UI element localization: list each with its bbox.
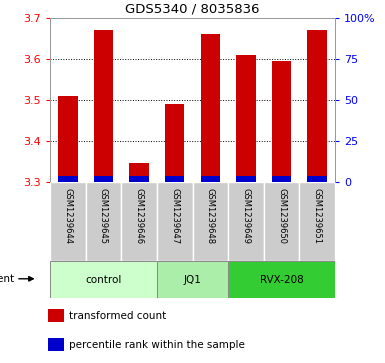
Bar [129, 163, 149, 182]
Text: GSM1239646: GSM1239646 [135, 188, 144, 244]
Title: GDS5340 / 8035836: GDS5340 / 8035836 [125, 3, 260, 16]
Bar [50, 261, 157, 298]
Text: RVX-208: RVX-208 [259, 274, 303, 285]
Bar [48, 338, 64, 351]
Text: GSM1239650: GSM1239650 [277, 188, 286, 244]
Bar [192, 182, 228, 261]
Bar [58, 96, 78, 182]
Bar [94, 176, 113, 182]
Text: GSM1239651: GSM1239651 [313, 188, 321, 244]
Bar [165, 104, 184, 182]
Text: GSM1239645: GSM1239645 [99, 188, 108, 244]
Bar [201, 34, 220, 182]
Bar [272, 176, 291, 182]
Text: GSM1239644: GSM1239644 [64, 188, 72, 244]
Text: GSM1239649: GSM1239649 [241, 188, 250, 244]
Bar [228, 261, 335, 298]
Bar [236, 176, 256, 182]
Text: agent: agent [0, 274, 14, 284]
Bar [121, 182, 157, 261]
Bar [165, 176, 184, 182]
Text: JQ1: JQ1 [184, 274, 201, 285]
Bar [157, 182, 192, 261]
Bar [94, 30, 113, 181]
Bar [236, 55, 256, 182]
Text: control: control [85, 274, 122, 285]
Bar [129, 176, 149, 182]
Bar [264, 182, 300, 261]
Text: GSM1239647: GSM1239647 [170, 188, 179, 244]
Bar [201, 176, 220, 182]
Text: transformed count: transformed count [69, 311, 166, 321]
Bar [48, 309, 64, 322]
Bar [85, 182, 121, 261]
Bar [307, 176, 327, 182]
Bar [50, 182, 85, 261]
Text: percentile rank within the sample: percentile rank within the sample [69, 340, 244, 350]
Bar [272, 61, 291, 182]
Text: GSM1239648: GSM1239648 [206, 188, 215, 244]
Bar [307, 30, 327, 181]
Bar [228, 182, 264, 261]
Bar [300, 182, 335, 261]
Bar [58, 176, 78, 182]
Bar [157, 261, 228, 298]
